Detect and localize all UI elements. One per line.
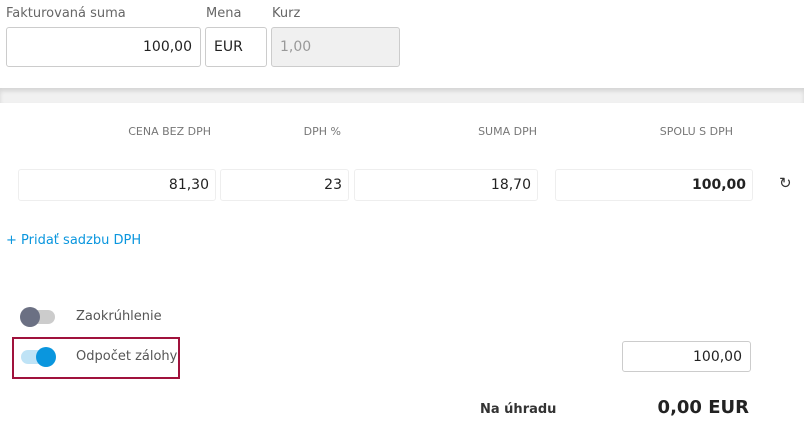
rate-input: 1,00: [271, 27, 400, 67]
header-total: SPOLU S DPH: [659, 125, 733, 138]
currency-label: Mena: [206, 6, 242, 21]
refresh-icon[interactable]: ↻: [779, 174, 792, 192]
total-input[interactable]: 100,00: [555, 169, 753, 201]
advance-toggle[interactable]: [21, 347, 56, 367]
rounding-label: Zaokrúhlenie: [76, 309, 162, 324]
header-base: CENA BEZ DPH: [128, 125, 211, 138]
base-input[interactable]: 81,30: [18, 169, 216, 201]
add-vat-rate-link[interactable]: + Pridať sadzbu DPH: [6, 233, 142, 248]
vat-input[interactable]: 18,70: [354, 169, 538, 201]
amount-label: Fakturovaná suma: [6, 6, 126, 21]
highlight-box: [12, 337, 180, 379]
rate-percent-input[interactable]: 23: [220, 169, 349, 201]
section-divider: [0, 88, 804, 103]
amount-input[interactable]: 100,00: [6, 27, 201, 67]
header-vat: SUMA DPH: [478, 125, 537, 138]
advance-label: Odpočet zálohy: [76, 349, 178, 364]
advance-amount-input[interactable]: 100,00: [622, 341, 751, 372]
rounding-toggle[interactable]: [20, 307, 55, 327]
due-label: Na úhradu: [480, 402, 557, 417]
header-rate: DPH %: [303, 125, 341, 138]
currency-select[interactable]: EUR: [205, 27, 267, 67]
rate-label: Kurz: [272, 6, 301, 21]
due-amount: 0,00 EUR: [657, 397, 749, 418]
